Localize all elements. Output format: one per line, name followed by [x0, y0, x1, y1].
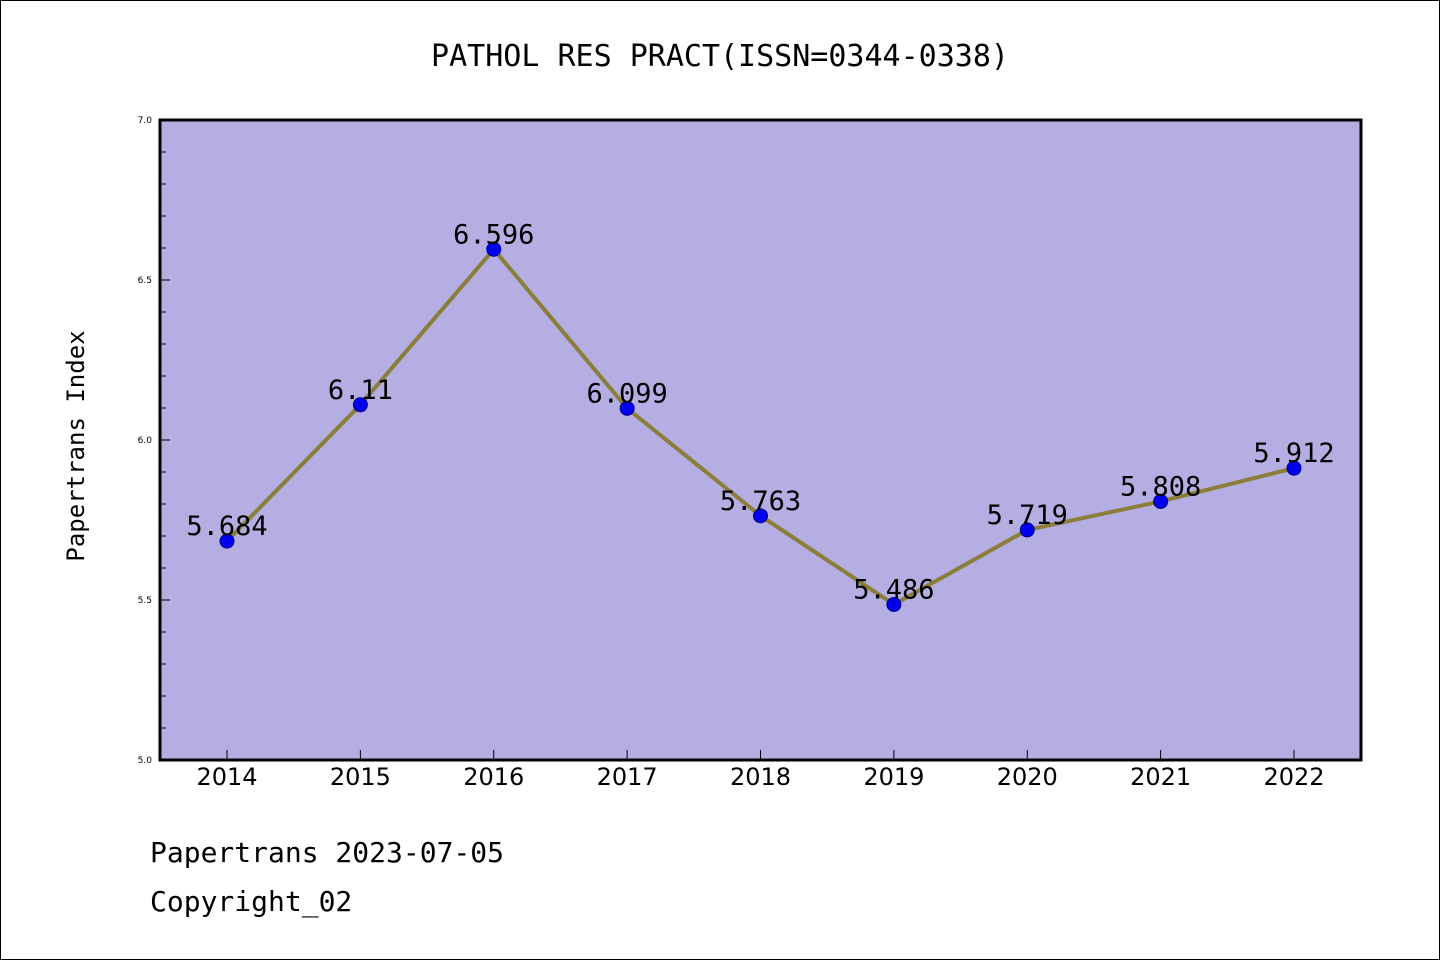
data-label: 5.486	[853, 574, 934, 605]
data-label: 5.912	[1253, 438, 1334, 469]
data-point	[1153, 493, 1169, 509]
x-tick-label: 2016	[463, 763, 524, 791]
data-point	[886, 596, 902, 612]
x-tick-label: 2017	[597, 763, 658, 791]
data-point	[352, 397, 368, 413]
data-markers	[219, 241, 1302, 612]
chart-title: PATHOL RES PRACT(ISSN=0344-0338)	[431, 39, 1009, 74]
data-point	[1286, 460, 1302, 476]
data-point	[1019, 522, 1035, 538]
data-point	[219, 533, 235, 549]
y-tick-label: 5.0	[138, 756, 153, 766]
data-label: 6.099	[586, 378, 667, 409]
y-tick-label: 5.5	[138, 596, 152, 606]
plot-area	[158, 118, 1363, 762]
data-label: 5.719	[987, 500, 1068, 531]
data-labels: 5.684 6.11 6.596 6.099 5.763 5.486 5.719 5.808 5…	[186, 219, 1334, 605]
data-point	[486, 241, 502, 257]
x-tick-label: 2014	[196, 763, 257, 791]
y-tick-label: 6.5	[138, 276, 152, 286]
data-label: 5.763	[720, 486, 801, 517]
x-tick-label: 2021	[1130, 763, 1191, 791]
x-axis: 2014 2015 2016 2017 2018 2019 2020 2021 2022	[196, 750, 1325, 791]
y-tick-label: 6.0	[138, 436, 153, 446]
x-tick-label: 2020	[997, 763, 1058, 791]
data-point	[619, 400, 635, 416]
data-label: 6.596	[453, 219, 534, 250]
footer-copyright: Copyright_02	[150, 885, 353, 918]
x-tick-label: 2019	[863, 763, 924, 791]
x-tick-label: 2018	[730, 763, 791, 791]
y-axis-label: Papertrans Index	[62, 330, 90, 561]
x-tick-label: 2022	[1263, 763, 1324, 791]
data-label: 6.11	[328, 375, 393, 406]
footer-date: Papertrans 2023-07-05	[150, 836, 505, 869]
data-label: 5.684	[186, 511, 267, 542]
y-tick-label: 7.0	[138, 116, 153, 126]
x-tick-label: 2015	[330, 763, 391, 791]
y-axis: 5.0 5.5 6.0 6.5 7.0	[138, 116, 170, 766]
data-point	[753, 508, 768, 524]
data-label: 5.808	[1120, 471, 1201, 502]
